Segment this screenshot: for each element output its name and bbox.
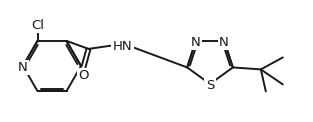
Text: N: N: [18, 61, 28, 74]
Text: Cl: Cl: [31, 19, 44, 32]
Text: S: S: [206, 79, 214, 92]
Text: HN: HN: [113, 40, 132, 53]
Text: N: N: [191, 36, 201, 49]
Text: O: O: [78, 69, 89, 82]
Text: N: N: [219, 36, 229, 49]
